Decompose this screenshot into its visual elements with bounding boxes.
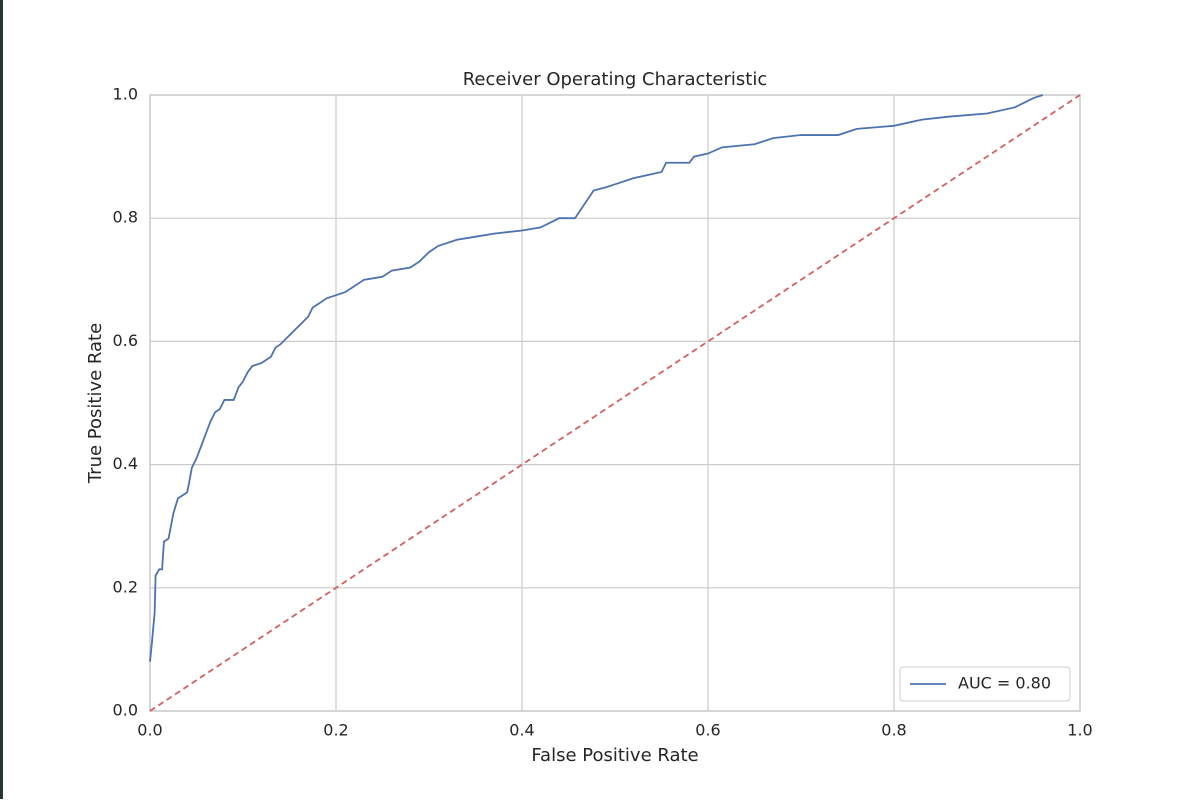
legend-box xyxy=(899,666,1071,702)
window-edge xyxy=(0,0,3,799)
x-tick-label: 0.6 xyxy=(695,721,720,740)
x-tick-label: 0.8 xyxy=(881,721,906,740)
roc-line xyxy=(149,94,1081,712)
x-tick-label: 1.0 xyxy=(1067,721,1092,740)
y-tick-label: 0.6 xyxy=(113,331,138,350)
y-tick-label: 0.2 xyxy=(113,577,138,596)
chart-title: Receiver Operating Characteristic xyxy=(463,69,768,90)
x-tick-label: 0.2 xyxy=(323,721,348,740)
x-tick-label: 0.0 xyxy=(137,721,162,740)
y-axis-label: True Positive Rate xyxy=(85,323,106,484)
y-tick-label: 1.0 xyxy=(113,85,138,104)
x-axis-label: False Positive Rate xyxy=(531,745,698,766)
y-tick-label: 0.0 xyxy=(113,701,138,720)
x-tick-label: 0.4 xyxy=(509,721,534,740)
roc-line xyxy=(149,94,1044,662)
y-tick-label: 0.8 xyxy=(113,208,138,227)
y-tick-label: 0.4 xyxy=(113,454,138,473)
plot-frame xyxy=(149,94,1081,712)
legend-label: AUC = 0.80 xyxy=(958,674,1051,693)
